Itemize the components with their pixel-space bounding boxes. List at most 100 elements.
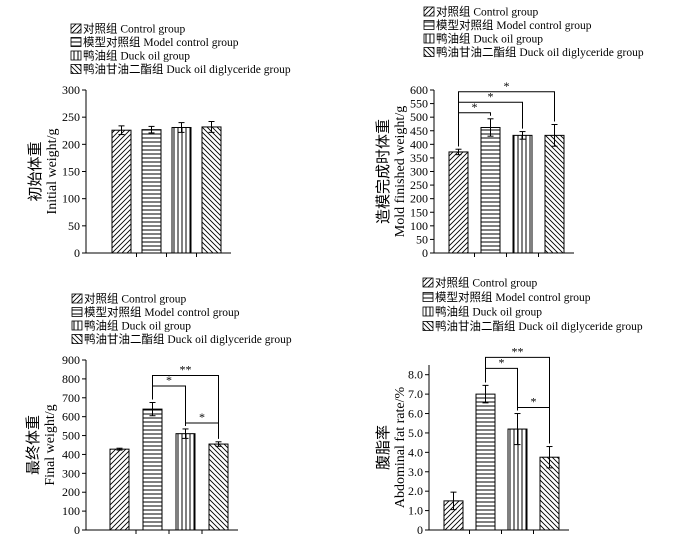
y-tick-label: 50 [416, 232, 428, 246]
y-tick-label: 4.0 [408, 445, 423, 459]
legend-swatch [70, 64, 82, 74]
legend-swatch [71, 307, 83, 317]
y-axis-label-cn: 最终体重 [25, 415, 42, 475]
bar-2 [480, 126, 501, 254]
legend-label: 对照组 Control group [83, 22, 185, 36]
y-tick-label: 200 [62, 137, 80, 151]
y-axis-label-en: Initial weight/g [45, 129, 60, 215]
y-tick-label: 100 [62, 504, 80, 518]
y-tick-label: 500 [410, 110, 428, 124]
significance-bracket [458, 91, 555, 147]
significance-bracket [152, 375, 219, 439]
y-tick-label: 500 [62, 429, 80, 443]
significance-label: ** [180, 363, 192, 377]
legend-swatch [423, 47, 435, 57]
bar-1 [111, 129, 132, 254]
y-tick-label: 7.0 [408, 387, 423, 401]
y-tick-label: 400 [62, 447, 80, 461]
y-axis-label-en: Final weight/g [43, 404, 58, 485]
legend-label: 鸭油甘油二酯组 Duck oil diglyceride group [435, 319, 643, 333]
legend-swatch [71, 320, 83, 331]
significance-label: ** [512, 344, 524, 358]
significance-label: * [472, 100, 478, 114]
significance-label: * [531, 395, 537, 409]
legend-label: 模型对照组 Model control group [84, 305, 240, 319]
legend-label: 鸭油组 Duck oil group [83, 49, 190, 63]
y-tick-label: 150 [62, 165, 80, 179]
bar-4 [208, 443, 229, 531]
y-tick-label: 0 [74, 246, 80, 260]
legend-swatch [422, 306, 434, 317]
y-tick-label: 2.0 [408, 484, 423, 498]
bar-3 [171, 126, 192, 254]
bar-2 [142, 408, 163, 531]
bar-2 [475, 393, 496, 531]
y-axis-label-en: Abdominal fat rate/% [393, 387, 408, 509]
y-tick-label: 100 [62, 192, 80, 206]
legend-label: 鸭油组 Duck oil group [84, 319, 191, 333]
y-tick-label: 6.0 [408, 407, 423, 421]
y-axis-label-en: Mold finished weight/g [393, 106, 408, 237]
legend-label: 鸭油甘油二酯组 Duck oil diglyceride group [84, 332, 292, 346]
legend-label: 对照组 Control group [436, 5, 538, 19]
legend-label: 鸭油甘油二酯组 Duck oil diglyceride group [436, 45, 644, 59]
legend-swatch [71, 334, 83, 344]
y-tick-label: 350 [410, 151, 428, 165]
y-tick-label: 700 [62, 391, 80, 405]
y-tick-label: 550 [410, 97, 428, 111]
significance-label: * [199, 410, 205, 424]
y-tick-label: 1.0 [408, 504, 423, 518]
y-tick-label: 3.0 [408, 465, 423, 479]
y-axis-label-cn: 造模完成时体重 [375, 119, 392, 224]
legend-label: 对照组 Control group [435, 276, 537, 290]
legend-label: 模型对照组 Model control group [436, 18, 592, 32]
y-tick-label: 300 [62, 83, 80, 97]
legend-swatch [422, 277, 434, 288]
y-tick-label: 5.0 [408, 426, 423, 440]
bar-4 [201, 126, 222, 254]
bar-2 [141, 129, 162, 254]
significance-bracket [517, 407, 550, 444]
y-tick-label: 8.0 [408, 368, 423, 382]
significance-label: * [499, 355, 505, 369]
legend-label: 模型对照组 Model control group [435, 290, 591, 304]
legend-label: 鸭油组 Duck oil group [436, 32, 543, 46]
y-tick-label: 800 [62, 372, 80, 386]
legend-label: 鸭油甘油二酯组 Duck oil diglyceride group [83, 62, 291, 76]
legend-swatch [70, 50, 82, 61]
legend-swatch [422, 292, 434, 302]
y-tick-label: 600 [410, 83, 428, 97]
y-tick-label: 400 [410, 137, 428, 151]
y-tick-label: 300 [62, 466, 80, 480]
legend-swatch [423, 33, 435, 44]
legend-swatch [71, 293, 83, 304]
y-tick-label: 0 [417, 523, 423, 537]
legend-swatch [422, 321, 434, 331]
y-tick-label: 300 [410, 165, 428, 179]
bar-3 [175, 433, 196, 531]
bar-1 [448, 151, 469, 254]
y-axis-label-cn: 腹脂率 [375, 425, 392, 470]
y-tick-label: 50 [68, 219, 80, 233]
bar-3 [512, 134, 533, 254]
legend-label: 模型对照组 Model control group [83, 35, 239, 49]
legend-swatch [423, 20, 435, 30]
bar-4 [544, 134, 565, 254]
legend-swatch [70, 37, 82, 47]
legend-label: 对照组 Control group [84, 292, 186, 306]
y-tick-label: 250 [410, 178, 428, 192]
significance-label: * [504, 79, 510, 93]
y-tick-label: 0 [422, 246, 428, 260]
y-tick-label: 900 [62, 353, 80, 367]
y-tick-label: 0 [74, 523, 80, 537]
significance-label: * [166, 373, 172, 387]
legend-label: 鸭油组 Duck oil group [435, 305, 542, 319]
